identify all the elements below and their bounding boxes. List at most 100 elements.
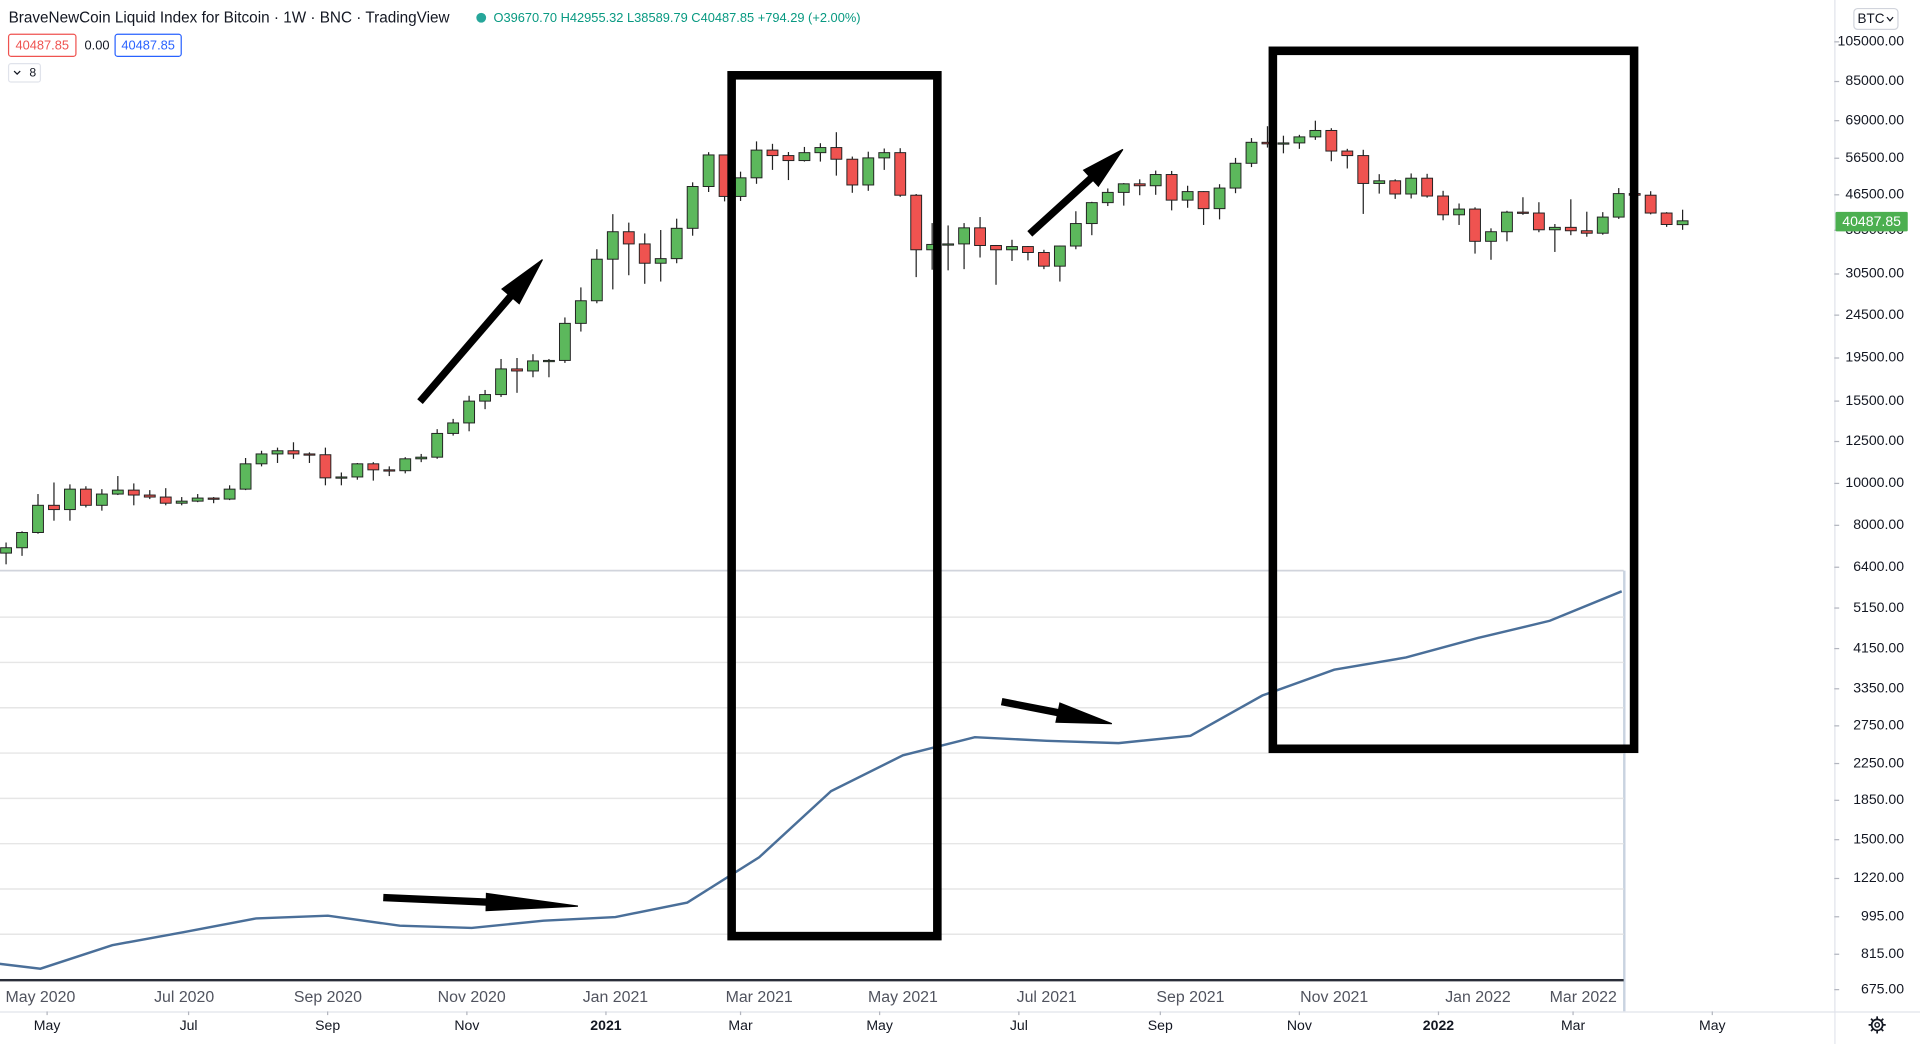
candle-body — [1389, 180, 1402, 195]
candle-body — [942, 243, 955, 246]
candle-body — [223, 488, 236, 500]
y-tick-label: 1500.00 — [1853, 830, 1904, 846]
candle-body — [1421, 177, 1434, 197]
y-tick-label: 105000.00 — [1838, 33, 1905, 49]
candle-body — [574, 300, 587, 324]
candle-body — [95, 493, 108, 506]
candle-body — [159, 496, 172, 504]
indicator-count[interactable]: 8 — [29, 66, 36, 80]
x-tick-label: 2022 — [1423, 1017, 1454, 1033]
candle-body — [495, 368, 507, 396]
y-tick-label: 1220.00 — [1853, 869, 1904, 885]
bid-badge[interactable] — [7, 33, 77, 57]
candle-body — [335, 476, 348, 479]
candle-body — [1325, 129, 1338, 152]
candle-body — [1676, 220, 1689, 226]
candle-body — [143, 494, 156, 498]
arrows — [383, 148, 1124, 912]
price-tick-layer: 105000.00 85000.00 69000.00 56500.00 46500.0… — [1834, 33, 1905, 996]
candle-body — [702, 154, 715, 188]
x-tick-label: Jan 2022 — [1445, 989, 1511, 1006]
y-tick-label: 15500.00 — [1845, 392, 1904, 408]
highlight-box — [1268, 46, 1639, 754]
x-tick-label: Mar — [728, 1017, 753, 1033]
candle-body — [0, 547, 12, 554]
candle-body — [1660, 212, 1673, 225]
candle-body — [830, 147, 843, 160]
inset-line-layer — [0, 590, 1623, 970]
time-tick-layer: May Jul Sep Nov 2021 Mar May Jul Sep Nov 2022 Mar Ma… — [34, 1011, 1727, 1033]
arrow-head — [1082, 148, 1124, 188]
candle-body — [479, 394, 491, 402]
arrow-head — [485, 892, 579, 912]
ask-label[interactable]: 40487.85 — [121, 37, 175, 52]
last-price-label: 40487.85 — [1842, 213, 1901, 229]
candle-body — [1213, 187, 1226, 210]
candle-body — [846, 158, 859, 186]
candle-body — [1165, 174, 1178, 201]
candle-body — [543, 359, 555, 363]
x-tick-label: Jan 2021 — [583, 989, 649, 1006]
currency-label[interactable]: BTC — [1858, 11, 1885, 26]
candle-body — [191, 497, 204, 502]
candle-body — [1373, 180, 1386, 184]
chevron — [1886, 16, 1894, 22]
arrow-shaft — [1000, 698, 1059, 717]
candle-body — [1453, 208, 1465, 216]
candle-body — [894, 152, 907, 196]
arrow-head — [501, 259, 543, 305]
arrow-shaft — [1027, 175, 1094, 237]
candle-body — [654, 258, 667, 264]
candle-body — [878, 152, 891, 159]
candle-body — [415, 456, 428, 460]
candle-body — [48, 504, 60, 511]
candle-body — [79, 488, 92, 506]
y-tick-label: 2250.00 — [1853, 754, 1904, 770]
candle-body — [1357, 155, 1370, 184]
candle-body — [1517, 211, 1529, 214]
currency-button[interactable] — [1853, 7, 1899, 31]
settings-button[interactable] — [1868, 1016, 1886, 1034]
candle-body — [1277, 142, 1290, 145]
candle-body — [638, 243, 651, 264]
price-axis — [1834, 0, 1920, 1044]
candle-body — [527, 360, 539, 372]
highlight-box — [727, 71, 942, 941]
y-tick-label: 19500.00 — [1845, 349, 1904, 365]
candle-body — [558, 322, 571, 361]
candle-body — [175, 500, 188, 504]
x-tick-label: 2021 — [590, 1017, 621, 1033]
candle-body — [463, 400, 476, 424]
y-tick-label: 30500.00 — [1845, 265, 1904, 281]
bid-label[interactable]: 40487.85 — [15, 37, 69, 52]
candle-body — [670, 227, 683, 260]
inset-axis-labels: May 2020 Jul 2020 Sep 2020 Nov 2020 Jan 2021… — [5, 989, 1617, 1006]
ohlc-legend: O39670.70 H42955.32 L38589.79 C40487.85 … — [493, 10, 860, 25]
candle-body — [1006, 246, 1018, 251]
x-tick-label: Mar 2021 — [726, 989, 793, 1006]
candle-body — [862, 157, 875, 186]
chart-title: BraveNewCoin Liquid Index for Bitcoin · … — [9, 9, 451, 26]
candle-body — [447, 422, 460, 434]
ask-badge[interactable] — [114, 33, 182, 57]
y-tick-label: 24500.00 — [1845, 306, 1904, 322]
candle-body — [511, 368, 523, 372]
candle-body — [1293, 136, 1306, 144]
candle-body — [367, 463, 380, 471]
x-tick-label: Mar 2022 — [1550, 989, 1617, 1006]
candle-body — [111, 489, 124, 495]
annotations — [727, 46, 1639, 941]
y-tick-label: 1850.00 — [1853, 791, 1904, 807]
candle-body — [1022, 246, 1034, 253]
candle-body — [1245, 141, 1258, 164]
x-tick-label: May 2021 — [868, 989, 938, 1006]
candle-body — [319, 454, 332, 479]
x-tick-label: May — [34, 1017, 62, 1033]
chevron — [13, 70, 21, 75]
indicators-toggle[interactable] — [7, 63, 42, 83]
candle-body — [1229, 162, 1242, 189]
x-tick-label: Jul — [1010, 1017, 1028, 1033]
candle-body — [255, 453, 268, 465]
y-tick-label: 2750.00 — [1853, 717, 1904, 733]
y-tick-label: 6400.00 — [1853, 558, 1904, 574]
